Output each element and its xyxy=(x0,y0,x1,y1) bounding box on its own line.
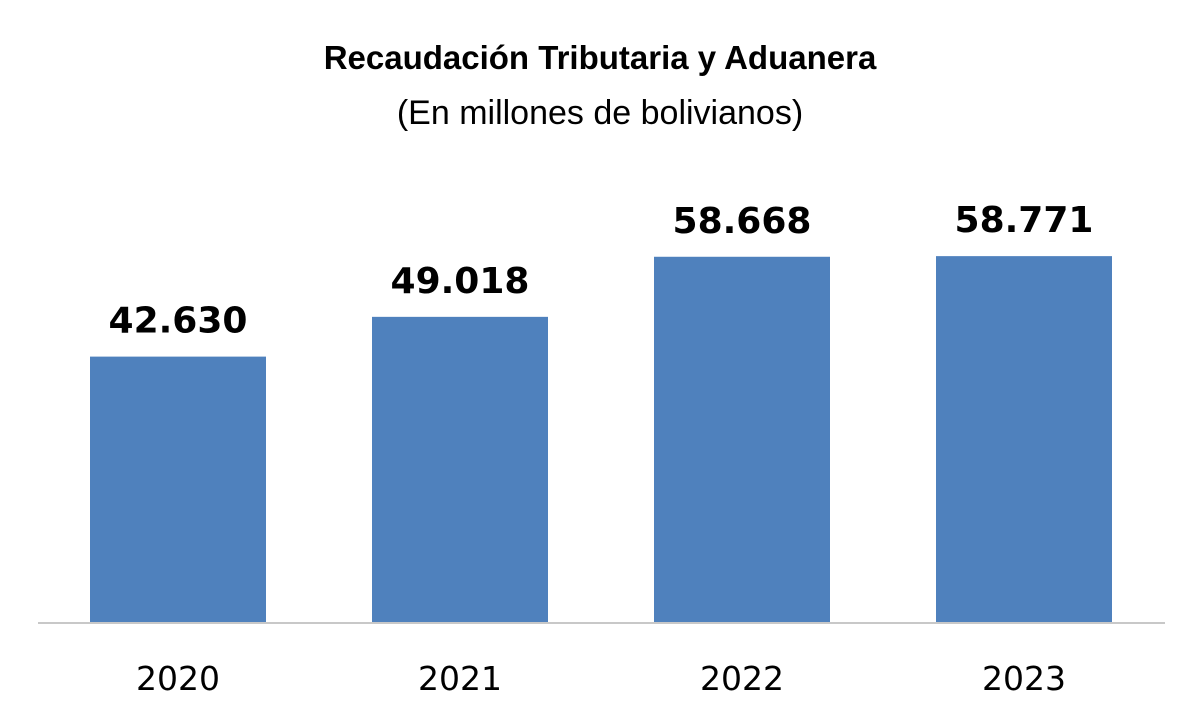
data-label-2021: 49.018 xyxy=(391,261,530,302)
bar-2020 xyxy=(90,356,266,622)
bar-2022 xyxy=(654,256,830,622)
chart-title: Recaudación Tributaria y Aduanera xyxy=(324,39,877,76)
x-tick-label-2022: 2022 xyxy=(700,659,784,698)
bar-2021 xyxy=(372,316,548,622)
plot-area: 42.630 2020 49.018 2021 58.668 2022 58.771 2023 xyxy=(90,200,1112,698)
x-tick-label-2020: 2020 xyxy=(136,659,220,698)
bar-2023 xyxy=(936,256,1112,622)
data-label-2023: 58.771 xyxy=(955,200,1094,241)
x-tick-label-2023: 2023 xyxy=(982,659,1066,698)
data-label-2022: 58.668 xyxy=(673,201,812,242)
data-label-2020: 42.630 xyxy=(109,301,248,342)
x-tick-label-2021: 2021 xyxy=(418,659,502,698)
chart-subtitle: (En millones de bolivianos) xyxy=(397,94,803,132)
